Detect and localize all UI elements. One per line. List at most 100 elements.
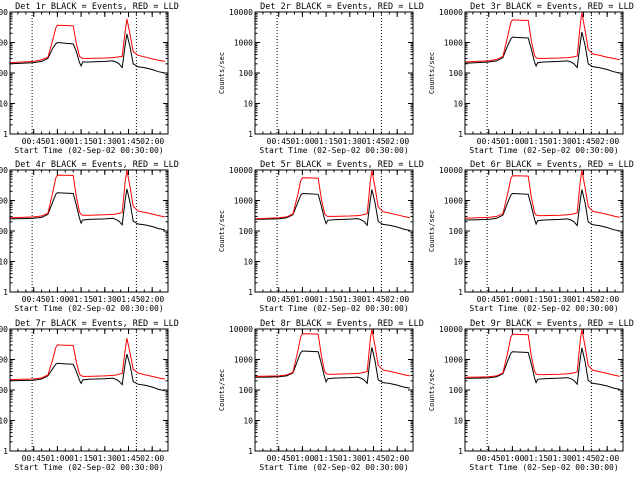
chart-panel-1: Det 1r BLACK = Events, RED = LLD 1 10 100 10…	[0, 2, 179, 155]
x-tick-label: 01:15	[69, 295, 93, 304]
chart-title: Det 3r BLACK = Events, RED = LLD	[470, 2, 634, 12]
x-tick-label: 01:45	[116, 137, 140, 146]
x-tick-label: 01:30	[548, 295, 572, 304]
x-tick-label: 02:00	[595, 454, 619, 463]
series-line-lld	[9, 18, 165, 64]
series-line-events	[9, 353, 165, 392]
chart-panel-8: Det 8r BLACK = Events, RED = LLD 1 10 100 10…	[218, 319, 424, 472]
y-tick-label: 10	[243, 417, 253, 426]
x-tick-label: 01:30	[338, 295, 362, 304]
series-line-events	[254, 189, 410, 231]
y-axis-label: Counts/sec	[428, 210, 436, 252]
x-tick-label: 01:15	[524, 295, 548, 304]
x-axis-label: Start Time (02-Sep-02 00:30:00)	[469, 463, 618, 472]
x-tick-label: 01:15	[524, 454, 548, 463]
chart-title: Det 5r BLACK = Events, RED = LLD	[260, 160, 424, 170]
x-tick-label: 01:00	[45, 137, 69, 146]
x-tick-label: 01:00	[500, 295, 524, 304]
x-tick-label: 01:00	[500, 137, 524, 146]
x-tick-label: 01:45	[361, 454, 385, 463]
series-line-lld	[464, 170, 620, 219]
x-tick-label: 00:45	[477, 295, 501, 304]
y-tick-label: 10	[243, 258, 253, 267]
y-axis-label: Counts/sec	[218, 210, 226, 252]
x-axis-label: Start Time (02-Sep-02 00:30:00)	[259, 304, 408, 313]
y-tick-label: 100	[239, 386, 254, 395]
x-tick-label: 00:45	[22, 454, 46, 463]
chart-panel-3: Det 3r BLACK = Events, RED = LLD 1 10 100 10…	[428, 2, 634, 155]
x-tick-label: 01:15	[69, 137, 93, 146]
x-axis-label: Start Time (02-Sep-02 00:30:00)	[14, 463, 163, 472]
y-tick-label: 1000	[444, 39, 463, 48]
y-tick-label: 1000	[0, 356, 8, 365]
y-tick-label: 1000	[444, 197, 463, 206]
x-tick-label: 01:15	[314, 295, 338, 304]
series-line-events	[464, 347, 620, 390]
x-tick-label: 01:30	[338, 454, 362, 463]
x-tick-label: 00:45	[22, 137, 46, 146]
y-tick-label: 100	[0, 386, 8, 395]
y-tick-label: 1000	[0, 197, 8, 206]
y-tick-label: 10	[453, 100, 463, 109]
x-tick-label: 01:30	[93, 295, 117, 304]
chart-title: Det 9r BLACK = Events, RED = LLD	[470, 319, 634, 329]
x-tick-label: 01:15	[69, 454, 93, 463]
y-tick-label: 10000	[229, 166, 253, 175]
chart-panel-6: Det 6r BLACK = Events, RED = LLD 1 10 100 10…	[428, 160, 634, 313]
chart-panel-7: Det 7r BLACK = Events, RED = LLD 1 10 100 10…	[0, 319, 179, 472]
chart-title: Det 2r BLACK = Events, RED = LLD	[260, 2, 424, 12]
x-tick-label: 02:00	[385, 295, 409, 304]
x-tick-label: 01:45	[571, 295, 595, 304]
x-tick-label: 00:45	[477, 454, 501, 463]
y-tick-label: 1	[458, 447, 463, 456]
x-tick-label: 01:15	[314, 137, 338, 146]
y-tick-label: 1	[3, 447, 8, 456]
x-tick-label: 01:30	[93, 137, 117, 146]
x-axis-label: Start Time (02-Sep-02 00:30:00)	[259, 463, 408, 472]
chart-panel-5: Det 5r BLACK = Events, RED = LLD 1 10 100 10…	[218, 160, 424, 313]
y-tick-label: 10	[0, 100, 8, 109]
y-tick-label: 1000	[444, 356, 463, 365]
series-line-lld	[464, 329, 620, 378]
y-tick-label: 10000	[439, 325, 463, 334]
x-tick-label: 01:00	[45, 295, 69, 304]
x-tick-label: 00:45	[267, 454, 291, 463]
chart-title: Det 1r BLACK = Events, RED = LLD	[15, 2, 179, 12]
y-axis-label: Counts/sec	[428, 52, 436, 94]
x-tick-label: 02:00	[140, 454, 164, 463]
y-tick-label: 1	[3, 130, 8, 139]
chart-title: Det 6r BLACK = Events, RED = LLD	[470, 160, 634, 170]
series-line-lld	[254, 170, 410, 220]
y-tick-label: 1	[458, 288, 463, 297]
x-tick-label: 00:45	[22, 295, 46, 304]
y-tick-label: 1000	[234, 356, 253, 365]
chart-title: Det 8r BLACK = Events, RED = LLD	[260, 319, 424, 329]
y-tick-label: 10	[453, 417, 463, 426]
x-axis-label: Start Time (02-Sep-02 00:30:00)	[14, 304, 163, 313]
x-axis-label: Start Time (02-Sep-02 00:30:00)	[469, 304, 618, 313]
y-tick-label: 10	[0, 258, 8, 267]
x-tick-label: 01:00	[290, 454, 314, 463]
series-line-events	[464, 31, 620, 74]
y-tick-label: 100	[449, 69, 464, 78]
x-axis-label: Start Time (02-Sep-02 00:30:00)	[14, 146, 163, 155]
chart-title: Det 7r BLACK = Events, RED = LLD	[15, 319, 179, 329]
y-axis-label: Counts/sec	[218, 52, 226, 94]
y-tick-label: 100	[449, 386, 464, 395]
x-tick-label: 01:30	[548, 137, 572, 146]
y-tick-label: 100	[0, 69, 8, 78]
y-tick-label: 1	[3, 288, 8, 297]
x-axis-label: Start Time (02-Sep-02 00:30:00)	[469, 146, 618, 155]
y-tick-label: 10	[243, 100, 253, 109]
y-tick-label: 10000	[0, 8, 8, 17]
chart-panel-4: Det 4r BLACK = Events, RED = LLD 1 10 100 10…	[0, 160, 179, 313]
x-tick-label: 02:00	[595, 137, 619, 146]
x-axis-label: Start Time (02-Sep-02 00:30:00)	[259, 146, 408, 155]
y-axis-label: Counts/sec	[218, 369, 226, 411]
chart-panel-2: Det 2r BLACK = Events, RED = LLD 1 10 100 10…	[218, 2, 424, 155]
x-tick-label: 01:00	[290, 137, 314, 146]
x-tick-label: 01:45	[116, 295, 140, 304]
y-axis-label: Counts/sec	[428, 369, 436, 411]
